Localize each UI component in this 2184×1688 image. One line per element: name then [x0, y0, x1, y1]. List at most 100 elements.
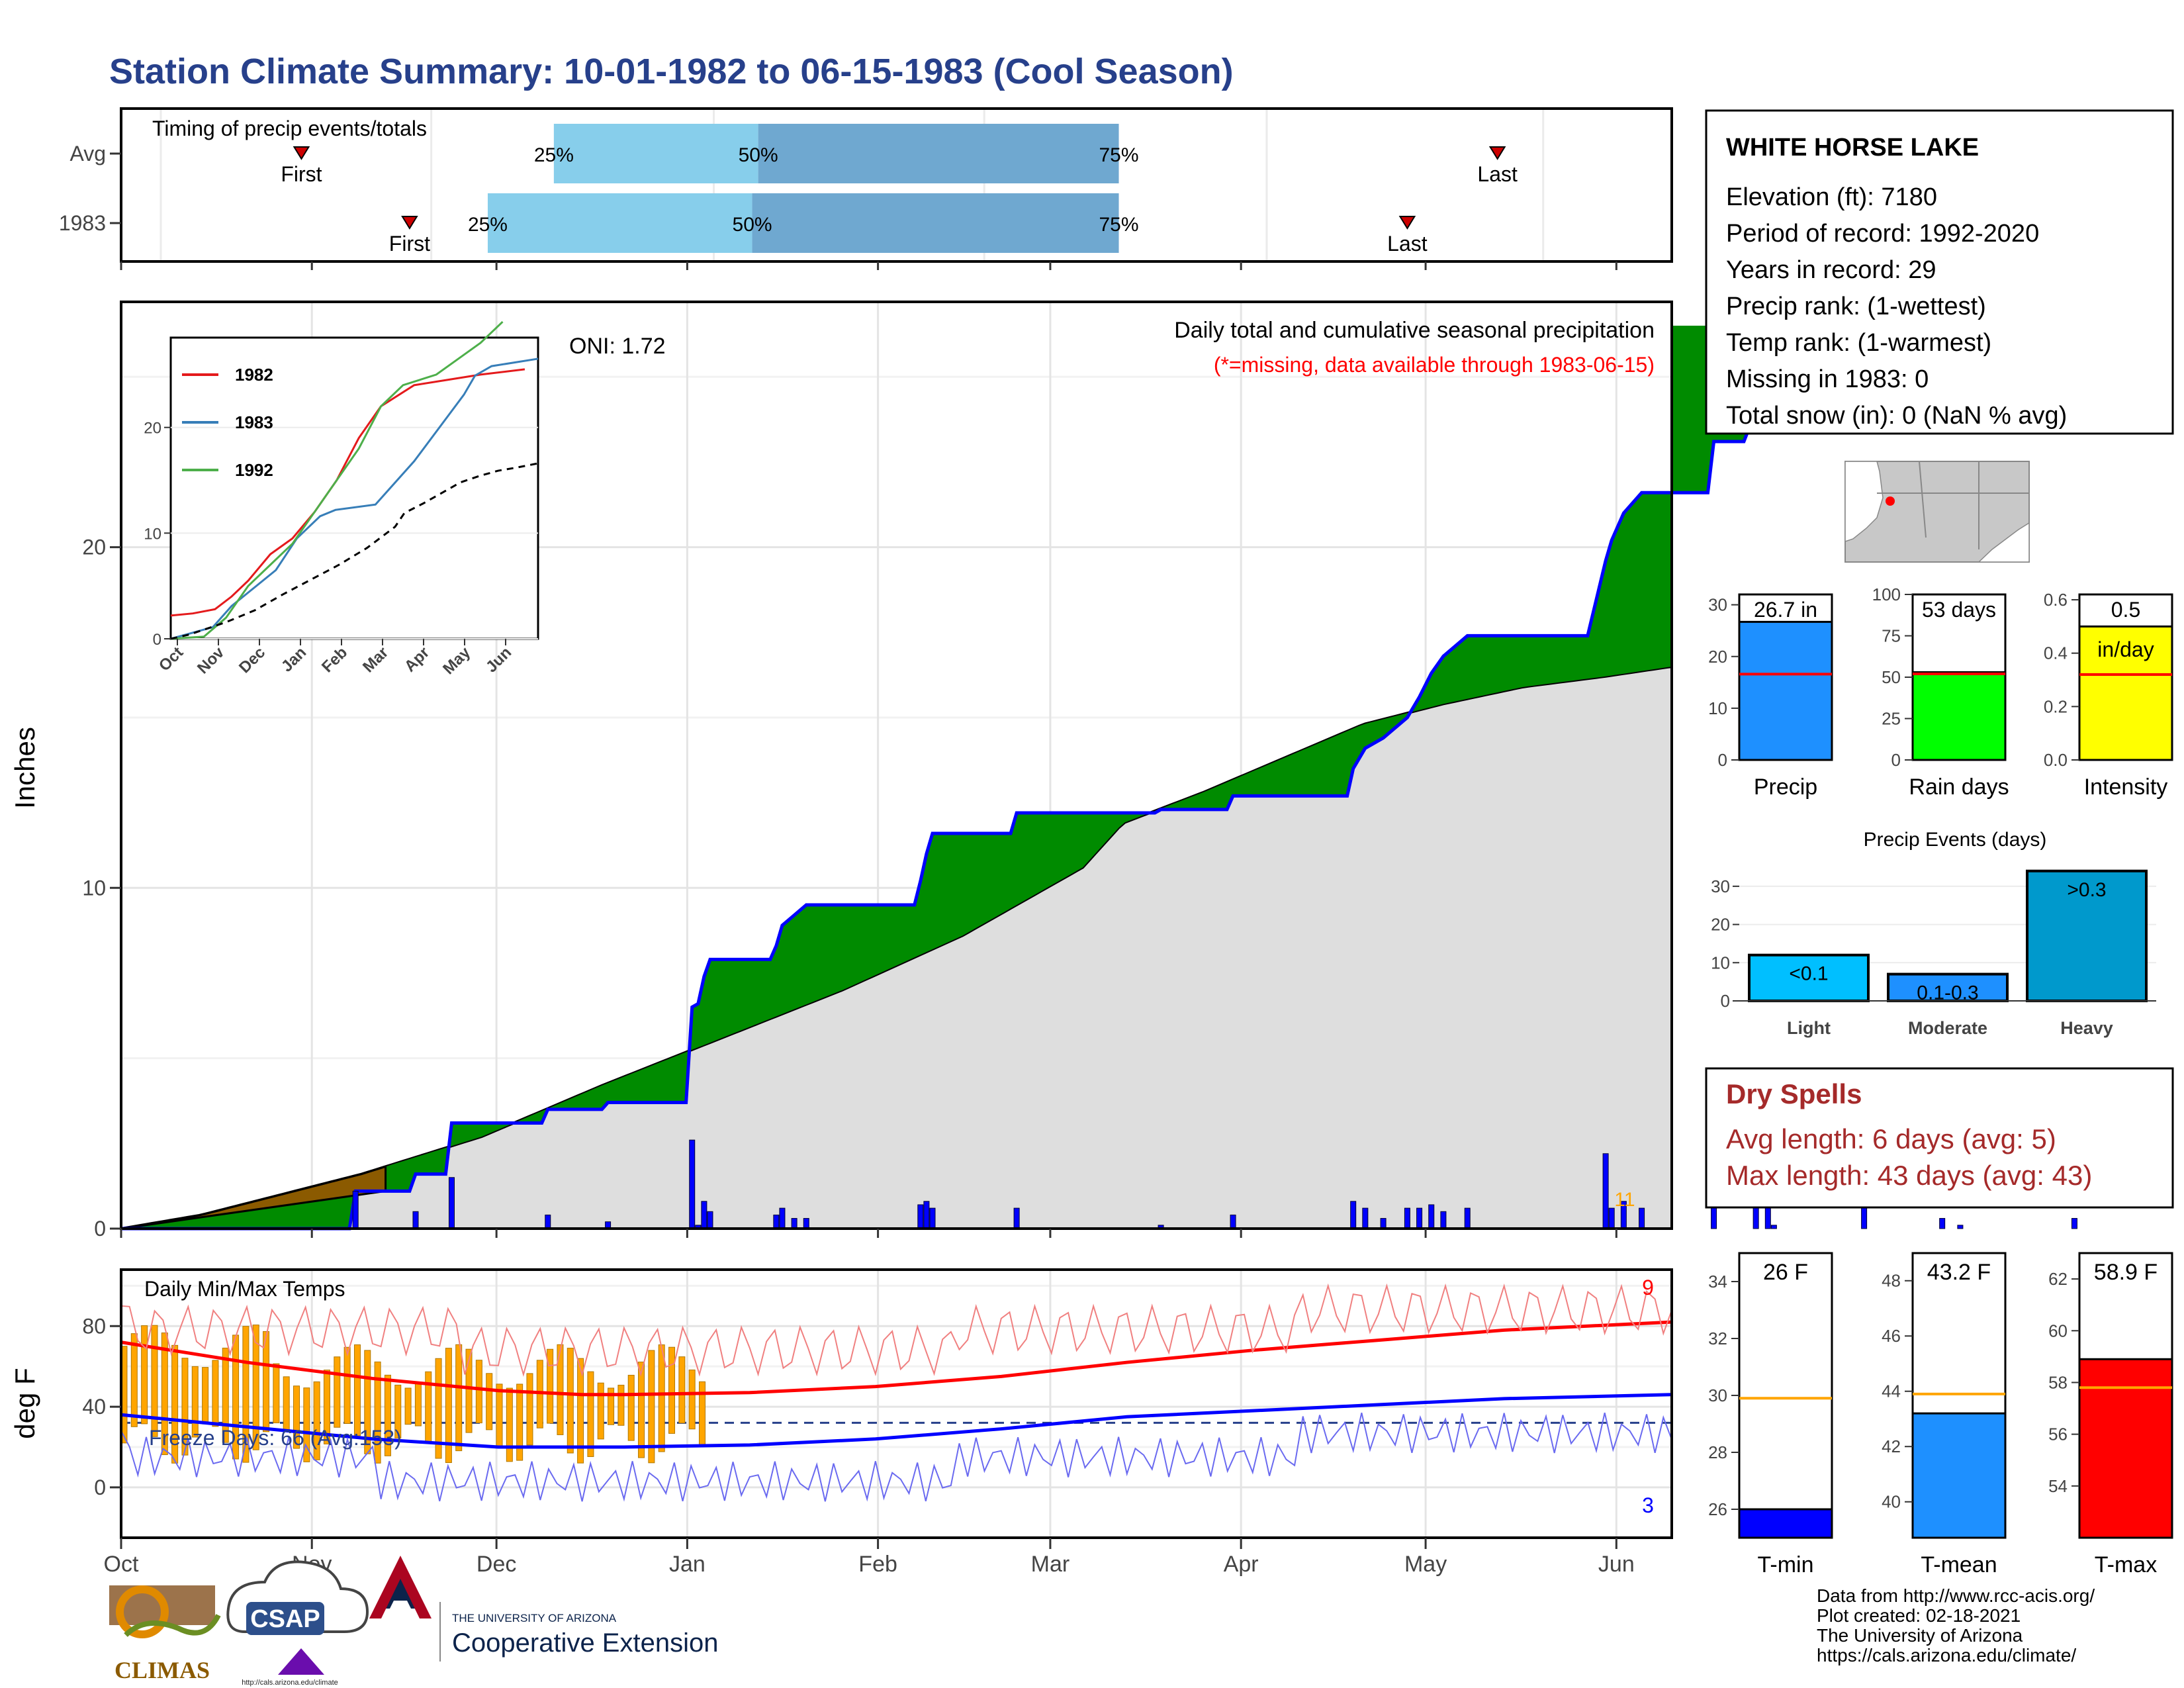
- timing-q25-label: 25%: [468, 214, 508, 236]
- ua-a-mark: [369, 1556, 432, 1618]
- daily-precip-bar: [923, 1201, 930, 1229]
- daily-temp-bar: [465, 1348, 473, 1433]
- precip-panel: Daily total and cumulative seasonal prec…: [9, 301, 2117, 1241]
- temp-frame: [120, 1268, 1673, 1539]
- station-name: WHITE HORSE LAKE: [1726, 134, 1979, 162]
- daily-temp-bar: [698, 1381, 705, 1447]
- first-event-marker: [401, 216, 418, 230]
- climas-sun: [116, 1585, 169, 1638]
- timing-row-label: Avg: [69, 142, 106, 165]
- daily-temp-bar: [343, 1346, 351, 1424]
- timing-title: Timing of precip events/totals: [152, 117, 427, 140]
- bar-ytick-label: 30: [1708, 595, 1727, 615]
- tbar-ytick-label: 60: [2048, 1321, 2068, 1340]
- daily-temp-bar: [597, 1382, 604, 1440]
- station-detail-line: Elevation (ft): 7180: [1726, 183, 1937, 211]
- daily-precip-bar: [1404, 1207, 1410, 1229]
- bar-ytick-label: 25: [1882, 709, 1901, 729]
- first-event-label: First: [281, 162, 322, 186]
- daily-precip-bar: [1013, 1207, 1020, 1229]
- inset-legend-label: 1983: [235, 412, 273, 432]
- last-event-label: Last: [1477, 162, 1518, 186]
- tbar-frame: [1738, 1252, 1833, 1539]
- daily-temp-bar: [141, 1325, 148, 1425]
- daily-precip-bar: [2071, 1218, 2077, 1229]
- logos: CLIMAS CSAP http://cals.arizona.edu/clim…: [109, 1556, 718, 1687]
- precip-panel-title: Daily total and cumulative seasonal prec…: [1174, 318, 1655, 343]
- month-label: Jun: [1598, 1552, 1635, 1577]
- tbar-ytick-label: 48: [1882, 1271, 1901, 1291]
- low-record-count: 3: [1642, 1493, 1654, 1517]
- timing-row-label: 1983: [59, 211, 106, 235]
- csap-badge: [246, 1602, 324, 1635]
- csap-mountain: [278, 1648, 324, 1675]
- timing-bar-q25-q50: [553, 124, 758, 183]
- daily-precip-bar: [701, 1201, 707, 1229]
- station-detail-line: Precip rank: (1-wettest): [1726, 293, 1986, 320]
- events-category-label: Moderate: [1908, 1018, 1987, 1038]
- tbar-category-label: T-mean: [1921, 1552, 1997, 1577]
- locator-map: [1844, 461, 2030, 563]
- daily-temp-bar: [435, 1358, 442, 1459]
- daily-temp-bar: [191, 1366, 199, 1438]
- bar-ytick-label: 20: [1708, 647, 1727, 667]
- csap-logo: CSAP http://cals.arizona.edu/climate: [226, 1560, 369, 1687]
- daily-temp-bar: [323, 1370, 330, 1444]
- month-label: Mar: [1031, 1552, 1070, 1577]
- precip-ytick-label: 20: [82, 536, 106, 559]
- daily-precip-bar: [1380, 1218, 1387, 1229]
- inset-ytick-label: 20: [144, 420, 161, 438]
- temp-y-axis: 0 40 80: [82, 1314, 121, 1499]
- precip-y-label: Inches: [9, 727, 40, 809]
- daily-temp-bar: [678, 1356, 686, 1424]
- climas-text: CLIMAS: [114, 1657, 210, 1683]
- events-title: Precip Events (days): [1864, 829, 2047, 851]
- daily-temp-bar: [587, 1371, 594, 1457]
- csap-url: http://cals.arizona.edu/climate: [242, 1679, 338, 1687]
- daily-temp-bar: [506, 1387, 513, 1462]
- daily-precip-bar: [1957, 1225, 1964, 1229]
- daily-temp-bar: [577, 1358, 584, 1464]
- station-location-dot: [1886, 496, 1895, 506]
- tbar-category-label: T-min: [1758, 1552, 1814, 1577]
- month-label: Dec: [477, 1552, 516, 1577]
- bar-value-label: 26.7 in: [1754, 598, 1817, 622]
- bar-ytick-label: 100: [1872, 585, 1901, 604]
- tbar-category-label: T-max: [2095, 1552, 2157, 1577]
- daily-temp-bar: [475, 1360, 482, 1424]
- daily-temp-bar: [202, 1367, 209, 1425]
- ua-logo: THE UNIVERSITY OF ARIZONA Cooperative Ex…: [369, 1556, 718, 1662]
- daily-temp-bar: [212, 1360, 219, 1427]
- bar-value-intensity: [2078, 625, 2173, 761]
- events-ytick-label: 10: [1711, 953, 1730, 972]
- daily-precip-bar: [352, 1190, 359, 1229]
- daily-precip-bar: [803, 1218, 809, 1229]
- tbar-value-label: 26 F: [1763, 1260, 1808, 1285]
- credit-line: Data from http://www.rcc-acis.org/: [1817, 1585, 2095, 1606]
- daily-temp-bar: [374, 1361, 381, 1464]
- record-low-line: [120, 1413, 1672, 1502]
- precip-events-chart: Precip Events (days) <0.1Light0.1-0.3Mod…: [1711, 829, 2156, 1038]
- precip-ytick-label: 0: [94, 1217, 106, 1241]
- events-ytick-label: 30: [1711, 876, 1730, 896]
- events-bar-heavy: [2026, 869, 2148, 1003]
- station-info-box: WHITE HORSE LAKE Elevation (ft): 7180 Per…: [1705, 109, 2174, 435]
- inset-ytick-label: 0: [153, 631, 161, 649]
- daily-precip-bar: [929, 1207, 936, 1229]
- timing-q75-label: 75%: [1099, 214, 1138, 236]
- oni-label: ONI: 1.72: [569, 334, 666, 359]
- daily-precip-bar: [448, 1177, 455, 1229]
- bar-category-label: Rain days: [1909, 774, 2009, 800]
- timing-q50-label: 50%: [733, 214, 772, 236]
- first-event-label: First: [389, 232, 430, 256]
- tbar-ytick-label: 34: [1708, 1272, 1727, 1291]
- tbar-value-t-max: [2078, 1358, 2173, 1539]
- bar-value-precip: [1738, 620, 1833, 761]
- timing-q50-label: 50%: [739, 144, 778, 166]
- tbar-ytick-label: 28: [1708, 1442, 1727, 1462]
- bar-ytick-label: 10: [1708, 698, 1727, 718]
- high-record-count: 9: [1642, 1276, 1654, 1299]
- timing-q25-label: 25%: [534, 144, 574, 166]
